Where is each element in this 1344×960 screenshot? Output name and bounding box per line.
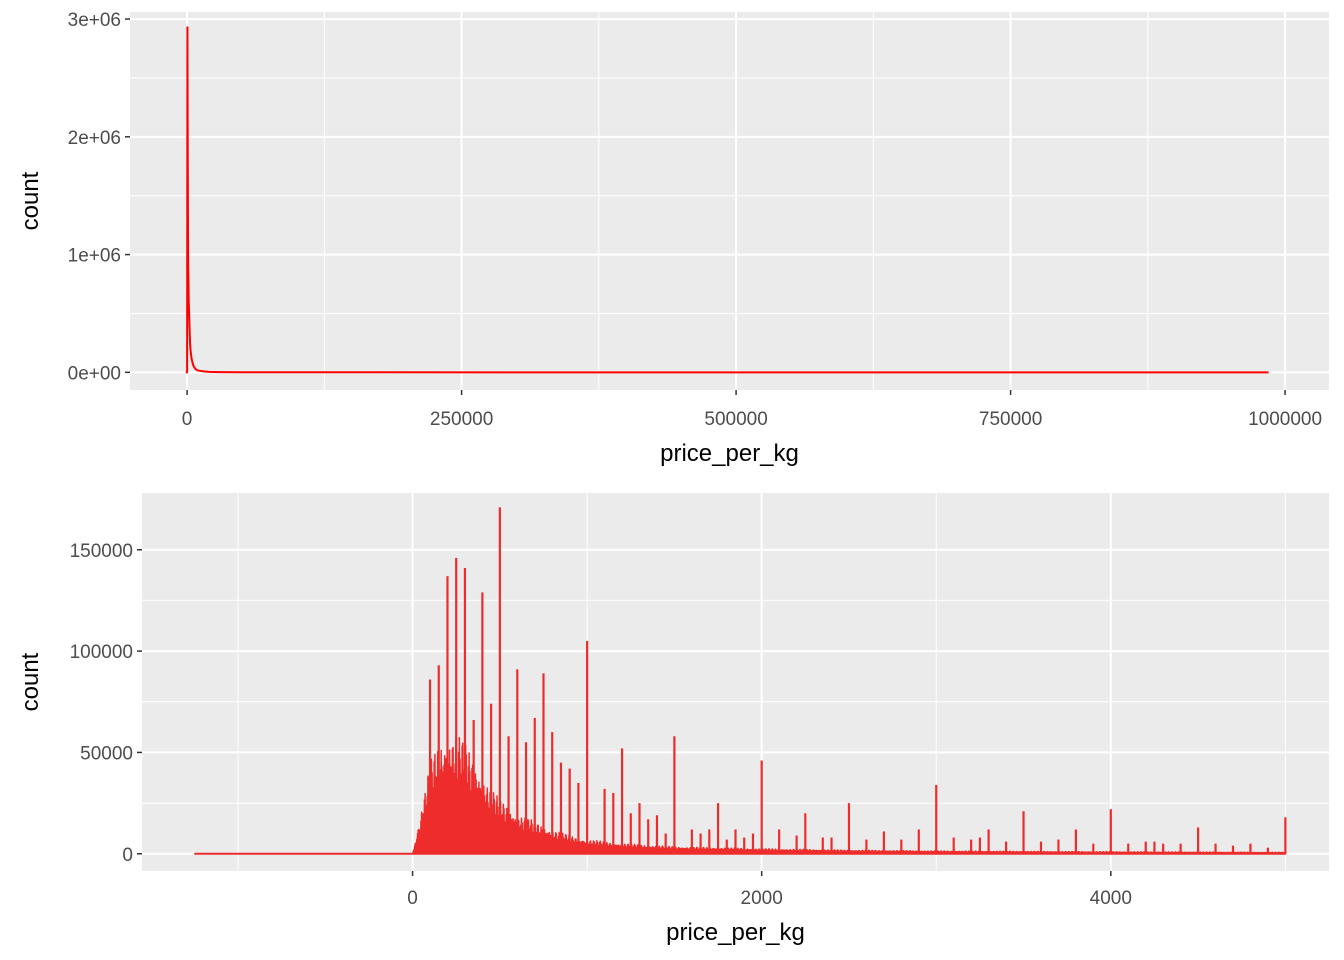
y-axis-title: count — [17, 652, 44, 711]
x-tick-label: 0 — [407, 888, 418, 909]
panel-background — [130, 12, 1329, 390]
x-tick-label: 1000000 — [1248, 409, 1322, 430]
series-line-frequency — [185, 26, 1269, 374]
y-tick-label: 2e+06 — [68, 128, 121, 149]
x-axis-title: price_per_kg — [660, 440, 799, 467]
y-tick-label: 150000 — [70, 541, 133, 562]
x-tick-label: 250000 — [430, 409, 493, 430]
x-tick-label: 4000 — [1090, 888, 1132, 909]
y-tick-label: 0 — [122, 845, 133, 866]
y-axis-title: count — [17, 171, 44, 230]
panel-background — [142, 493, 1329, 871]
y-tick-label: 1e+06 — [68, 246, 121, 267]
chart-panel-2: 0 50000 100000 150000 0 2000 4000 price_per_kg c… — [17, 493, 1329, 946]
x-tick-label: 2000 — [741, 888, 783, 909]
x-tick-label: 500000 — [704, 409, 767, 430]
y-tick-label: 3e+06 — [68, 10, 121, 31]
chart-panel-1: 0e+00 1e+06 2e+06 3e+06 0 250000 500000 750000 1… — [17, 10, 1329, 467]
y-tick-label: 0e+00 — [68, 363, 121, 384]
x-tick-label: 750000 — [979, 409, 1042, 430]
y-tick-label: 50000 — [80, 743, 133, 764]
y-tick-label: 100000 — [70, 642, 133, 663]
x-tick-label: 0 — [182, 409, 193, 430]
x-axis-title: price_per_kg — [666, 919, 805, 946]
